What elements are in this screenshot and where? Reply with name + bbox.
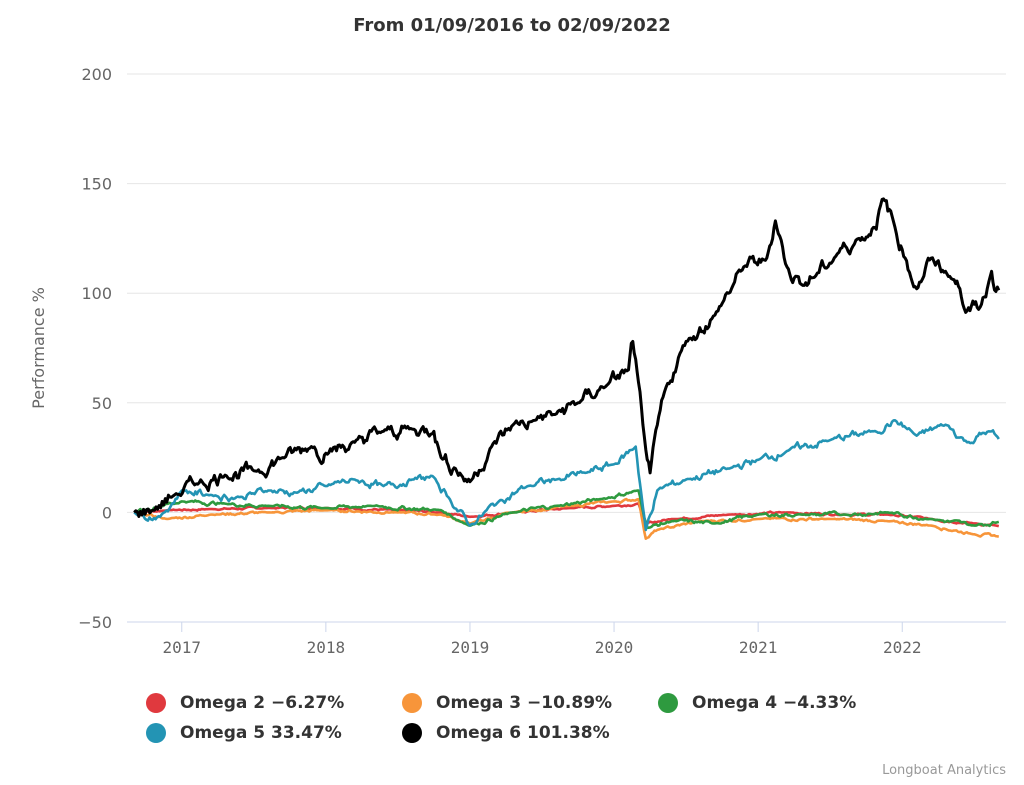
legend-item-omega-2[interactable]: Omega 2 −6.27%: [146, 693, 402, 713]
series-line-omega-4[interactable]: [133, 489, 1000, 529]
legend-label: Omega 3 −10.89%: [436, 693, 613, 713]
legend-marker-icon: [402, 723, 422, 743]
legend-marker-icon: [146, 693, 166, 713]
legend-item-omega-4[interactable]: Omega 4 −4.33%: [658, 693, 856, 713]
y-axis-label: Performance %: [29, 287, 48, 409]
x-tick-label: 2022: [883, 638, 922, 657]
x-tick-label: 2020: [595, 638, 634, 657]
x-tick-label: 2018: [307, 638, 346, 657]
y-tick-label: 200: [81, 65, 112, 84]
y-tick-label: 0: [102, 503, 112, 522]
x-tick-label: 2017: [162, 638, 201, 657]
y-tick-label: 100: [81, 284, 112, 303]
legend-label: Omega 5 33.47%: [180, 723, 342, 743]
legend-marker-icon: [402, 693, 422, 713]
series-lines: [133, 197, 1001, 540]
x-tick-label: 2021: [739, 638, 778, 657]
legend-label: Omega 6 101.38%: [436, 723, 610, 743]
series-line-omega-5[interactable]: [133, 419, 1000, 532]
y-tick-label: 150: [81, 175, 112, 194]
credit-link[interactable]: Longboat Analytics: [882, 763, 1006, 778]
x-tick-label: 2019: [451, 638, 490, 657]
series-line-omega-6[interactable]: [133, 197, 1001, 518]
legend-item-omega-6[interactable]: Omega 6 101.38%: [402, 723, 658, 743]
grid-lines: [127, 73, 1006, 513]
legend-marker-icon: [146, 723, 166, 743]
x-axis: 2017 2018 2019 2020 2021 2022: [127, 621, 1006, 657]
legend-label: Omega 2 −6.27%: [180, 693, 345, 713]
series-line-omega-3[interactable]: [134, 497, 999, 540]
legend-marker-icon: [658, 693, 678, 713]
legend-item-omega-3[interactable]: Omega 3 −10.89%: [402, 693, 658, 713]
chart-title: From 01/09/2016 to 02/09/2022: [353, 15, 671, 36]
y-tick-label: 50: [92, 394, 112, 413]
legend-item-omega-5[interactable]: Omega 5 33.47%: [146, 723, 402, 743]
legend-label: Omega 4 −4.33%: [692, 693, 857, 713]
legend: Omega 2 −6.27% Omega 3 −10.89% Omega 4 −…: [146, 688, 906, 748]
y-axis-ticks: −50 0 50 100 150 200: [78, 65, 112, 632]
y-tick-label: −50: [78, 613, 112, 632]
